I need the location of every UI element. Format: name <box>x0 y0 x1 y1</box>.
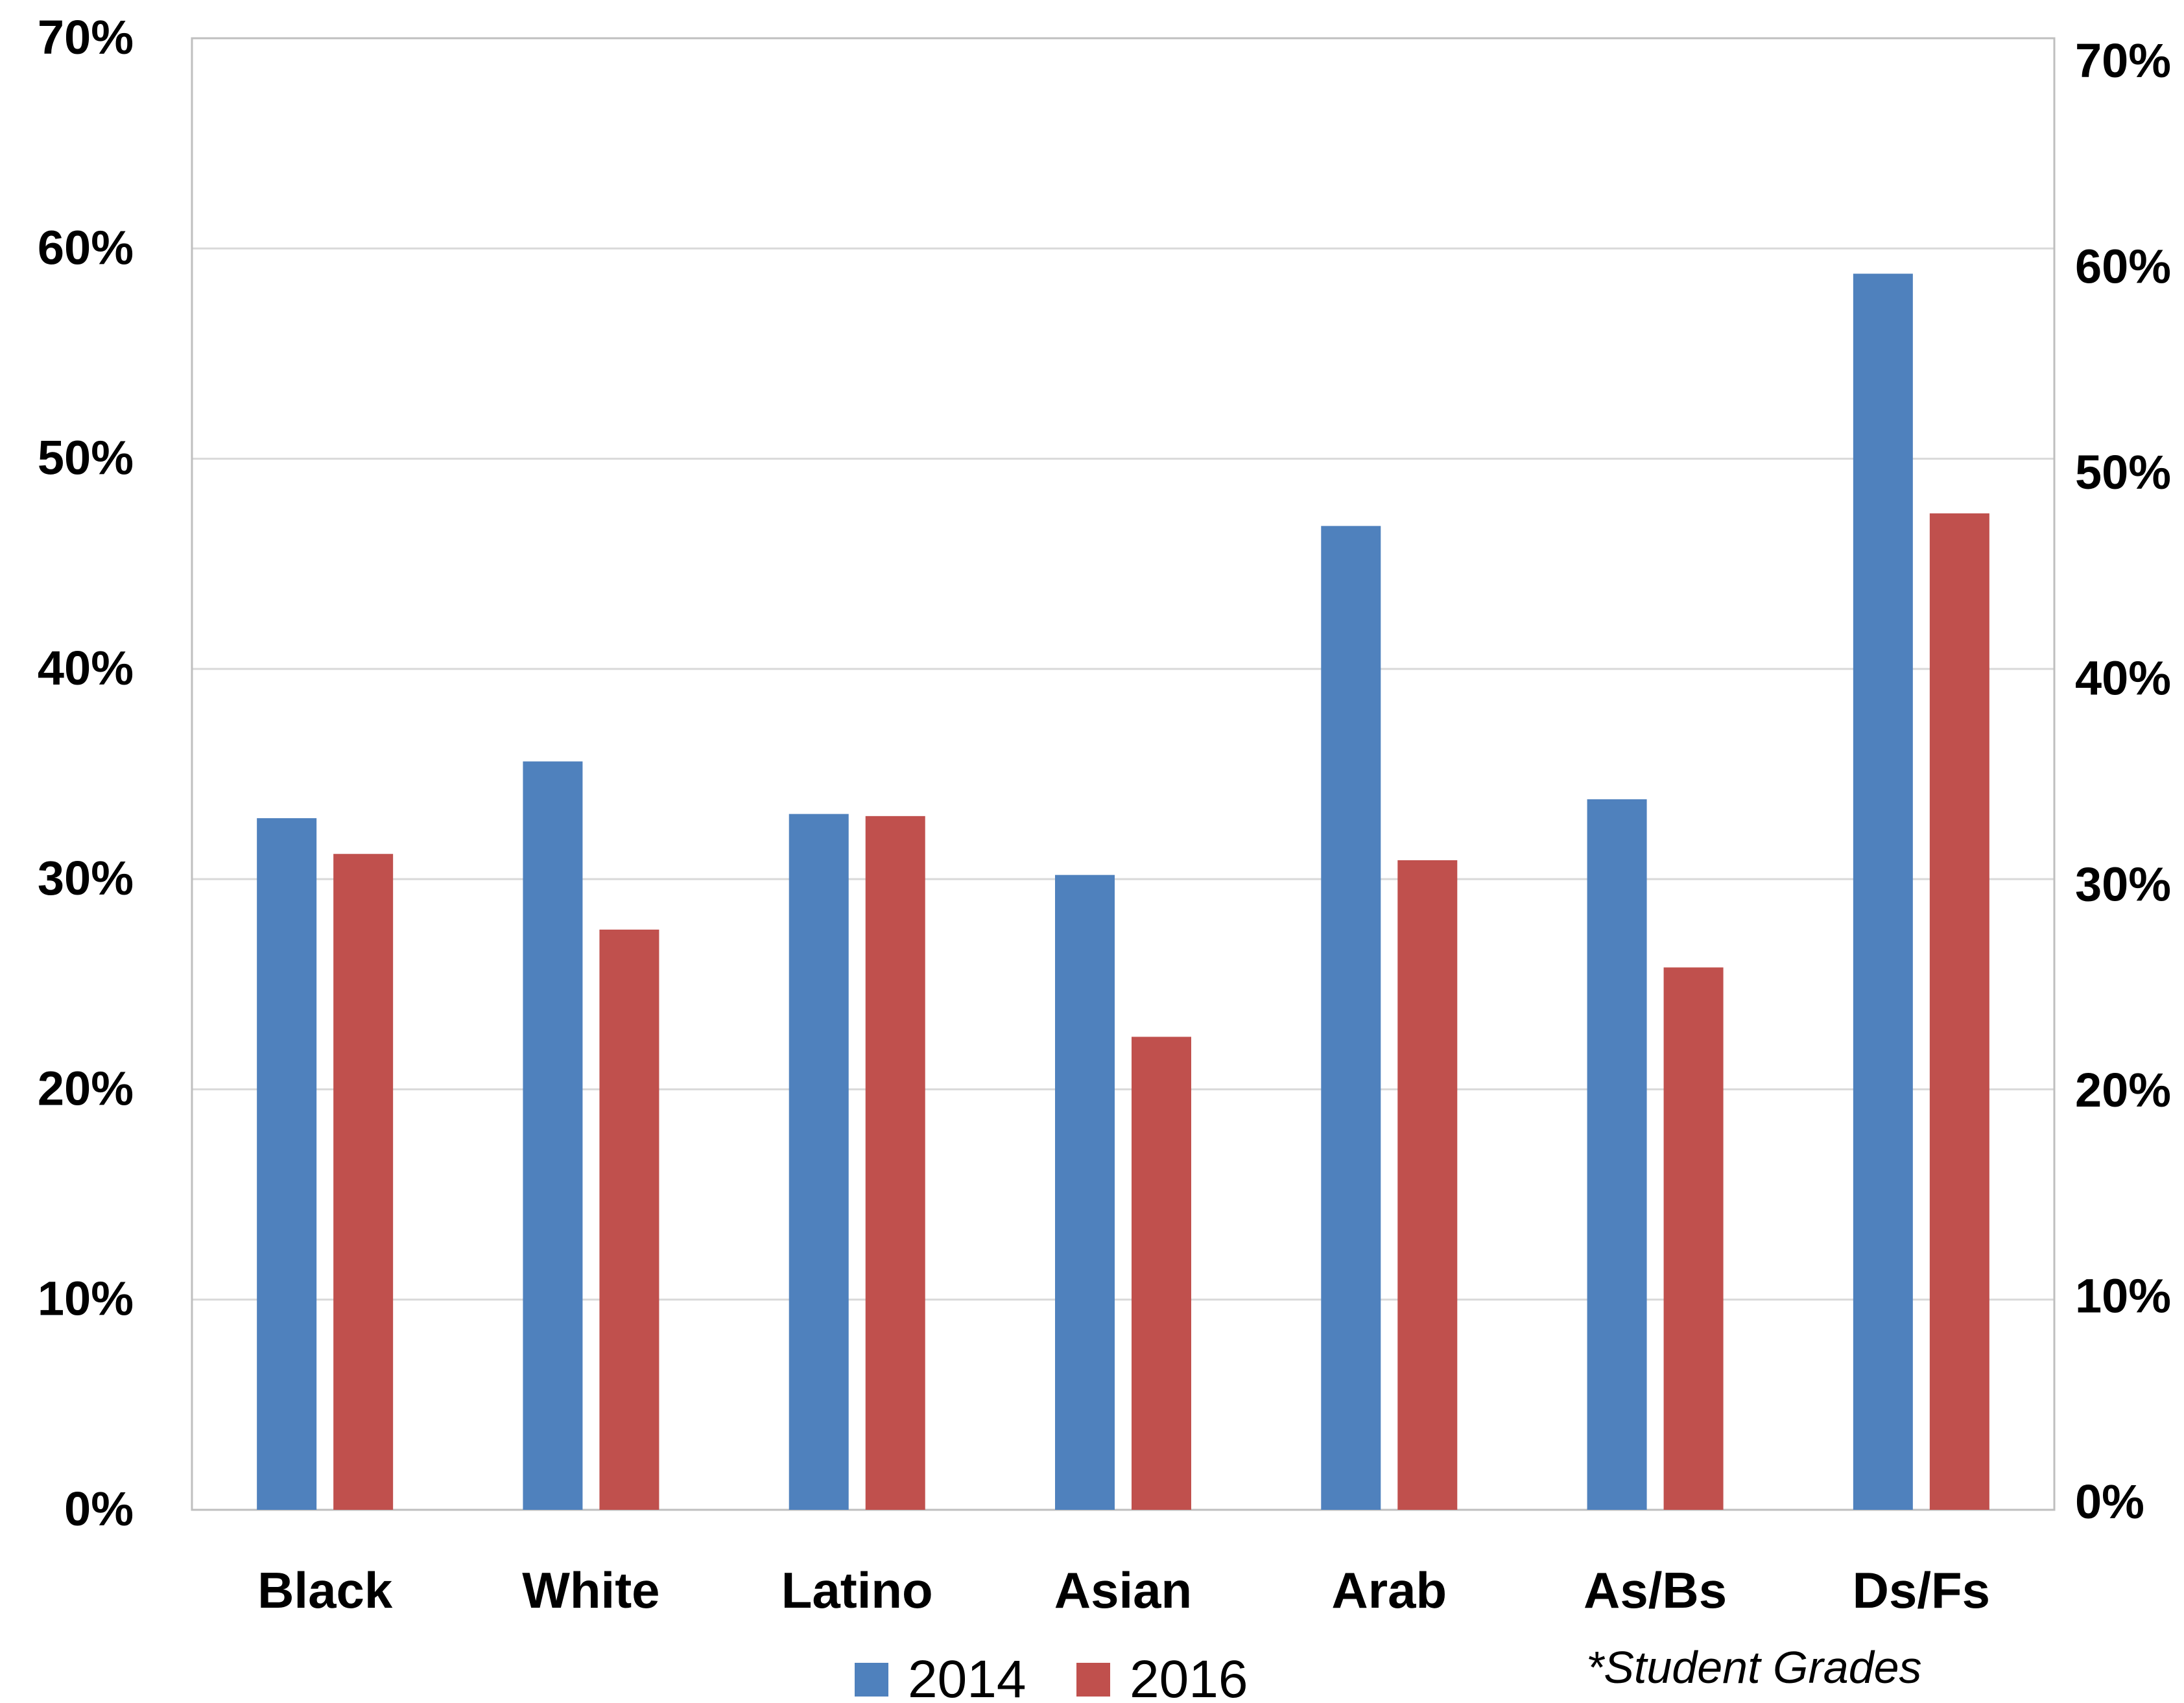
bar-2014-ds-fs <box>1853 274 1913 1510</box>
left-y-tick-label: 50% <box>38 431 134 485</box>
bar-2016-arab <box>1397 860 1458 1510</box>
bar-2014-white <box>523 761 583 1510</box>
bar-2014-black <box>257 818 317 1510</box>
x-category-label: Ds/Fs <box>1853 1562 1990 1619</box>
bar-2016-white <box>599 929 659 1510</box>
legend-label-2014: 2014 <box>908 1650 1026 1703</box>
right-y-tick-label: 70% <box>2075 34 2171 88</box>
legend-label-2016: 2016 <box>1130 1650 1248 1703</box>
right-y-tick-label: 40% <box>2075 652 2171 705</box>
left-y-tick-label: 60% <box>38 220 134 274</box>
bar-2014-as-bs <box>1587 799 1647 1510</box>
x-category-label: Arab <box>1331 1562 1447 1619</box>
x-axis-category-labels: Black White Latino Asian Arab As/Bs Ds/Fs <box>257 1562 1990 1619</box>
x-category-label: White <box>522 1562 659 1619</box>
bar-2014-latino <box>789 814 849 1510</box>
x-category-label: As/Bs <box>1584 1562 1727 1619</box>
bar-2016-latino <box>865 816 925 1510</box>
right-y-tick-label: 10% <box>2075 1269 2171 1322</box>
left-y-tick-label: 30% <box>38 851 134 905</box>
x-category-label: Latino <box>781 1562 933 1619</box>
legend-swatch-2016 <box>1076 1663 1110 1697</box>
plot-area-frame <box>191 37 2056 1511</box>
left-y-axis-ticks: 0% 10% 20% 30% 40% 50% 60% 70% <box>38 10 134 1536</box>
chart-annotation: *Student Grades <box>1586 1642 1922 1693</box>
legend: 2014 2016 <box>855 1650 1248 1703</box>
bar-2014-asian <box>1055 875 1115 1510</box>
left-y-tick-label: 20% <box>38 1061 134 1115</box>
right-y-tick-label: 20% <box>2075 1063 2171 1117</box>
bars <box>257 274 1989 1510</box>
bar-2016-asian <box>1132 1037 1191 1510</box>
bar-2016-ds-fs <box>1929 513 1989 1510</box>
gridlines <box>192 247 2054 1301</box>
bar-2016-as-bs <box>1663 967 1724 1510</box>
left-y-tick-label: 0% <box>64 1482 134 1536</box>
right-y-tick-label: 50% <box>2075 445 2171 499</box>
left-y-tick-label: 40% <box>38 641 134 695</box>
bar-2014-arab <box>1321 526 1381 1510</box>
legend-swatch-2014 <box>855 1663 888 1697</box>
right-y-tick-label: 60% <box>2075 240 2171 294</box>
bar-2016-black <box>333 854 394 1510</box>
x-category-label: Asian <box>1054 1562 1192 1619</box>
x-category-label: Black <box>257 1562 393 1619</box>
left-y-tick-label: 70% <box>38 10 134 64</box>
right-y-tick-label: 30% <box>2075 857 2171 911</box>
right-y-axis-ticks: 0% 10% 20% 30% 40% 50% 60% 70% <box>2075 34 2171 1529</box>
right-y-tick-label: 0% <box>2075 1475 2144 1529</box>
left-y-tick-label: 10% <box>38 1272 134 1326</box>
